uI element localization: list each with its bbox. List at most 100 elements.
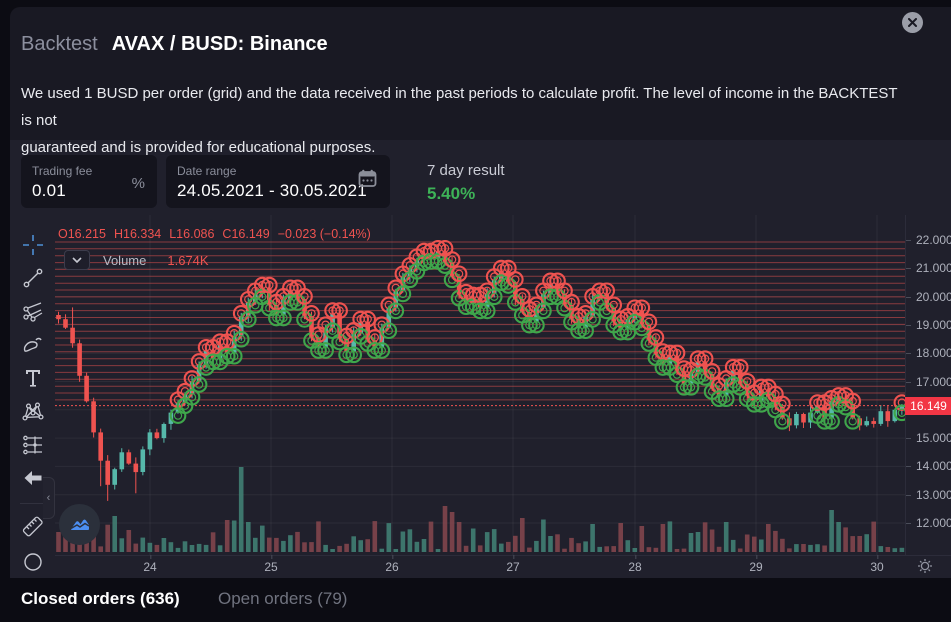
volume-bar (168, 542, 174, 552)
volume-bar (822, 545, 827, 552)
order-marker-ring (731, 358, 749, 376)
order-marker-ring-inner (736, 362, 745, 372)
order-marker-ring (774, 395, 791, 413)
order-marker-ring-inner (363, 314, 372, 324)
date-range-value[interactable]: 24.05.2021 - 30.05.2021 (177, 181, 367, 200)
order-marker-ring-inner (314, 330, 323, 339)
candle-body (91, 401, 96, 433)
volume-bar (534, 540, 539, 552)
order-marker-ring (268, 309, 285, 327)
time-axis[interactable]: 24 25 26 27 28 29 30 (10, 555, 951, 578)
order-marker-ring-inner (623, 327, 633, 337)
trading-fee-unit: % (131, 175, 145, 192)
xabcd-pattern-tool[interactable] (16, 397, 50, 427)
volume-bar (456, 522, 462, 552)
volume-bar (175, 547, 181, 552)
text-tool[interactable] (16, 363, 50, 393)
chart-plot-area[interactable] (55, 215, 905, 555)
volume-bar (224, 520, 230, 552)
order-marker-ring-inner (335, 306, 344, 315)
order-marker-ring (478, 302, 496, 320)
volume-bar (407, 529, 413, 552)
order-marker-ring (338, 346, 355, 364)
price-axis-label: 13.000 (906, 487, 951, 502)
order-marker-ring (275, 309, 292, 327)
volume-bar (597, 546, 602, 552)
order-marker-ring (239, 311, 257, 328)
tab-closed-orders[interactable]: Closed orders (636) (21, 589, 180, 608)
tab-open-orders[interactable]: Open orders (79) (218, 589, 348, 608)
order-marker-ring-inner (827, 417, 836, 426)
order-marker-ring (893, 394, 905, 411)
candle-body (864, 421, 869, 426)
order-marker-ring-inner (511, 275, 520, 284)
order-marker-ring-inner (539, 306, 548, 316)
gann-fib-tools[interactable] (16, 297, 50, 327)
candle-body (281, 299, 286, 315)
volume-bar (358, 540, 363, 552)
chevron-down-icon (72, 257, 82, 263)
order-marker-ring (380, 322, 398, 340)
candle-body (829, 401, 834, 419)
chart-provider-logo[interactable] (59, 504, 100, 545)
candle-body (456, 276, 462, 296)
order-marker-ring (542, 288, 559, 306)
candle-body (196, 364, 202, 382)
order-marker-ring (359, 310, 377, 328)
candle-body (590, 299, 595, 317)
order-marker-ring (310, 342, 327, 359)
volume-bar (653, 547, 659, 552)
date-range-label: Date range (177, 164, 237, 178)
order-marker-ring-inner (672, 348, 682, 358)
close-button[interactable] (902, 12, 923, 33)
order-marker-ring (485, 288, 503, 306)
date-range-field[interactable]: Date range 24.05.2021 - 30.05.2021 (166, 155, 390, 208)
toolbar-collapse-handle[interactable]: ‹ (43, 477, 55, 519)
volume-bar (899, 547, 905, 552)
candle-body (899, 405, 905, 410)
order-marker-ring-inner (194, 380, 204, 389)
chart-settings-gear-icon[interactable] (916, 557, 934, 575)
order-marker-ring (190, 376, 208, 393)
order-marker-ring-inner (222, 337, 232, 346)
volume-bar (365, 539, 370, 552)
volume-bar (737, 548, 743, 552)
volume-value: 1.674K (167, 252, 209, 268)
order-marker-ring (710, 390, 728, 408)
ruler-tool[interactable] (16, 511, 50, 541)
order-marker-ring-inner (602, 286, 611, 296)
trend-line-tool[interactable] (16, 263, 50, 293)
trading-fee-field[interactable]: Trading fee 0.01 % (21, 155, 157, 208)
brush-tool[interactable] (16, 330, 50, 360)
order-marker-ring-inner (454, 269, 464, 279)
volume-bar (260, 525, 265, 552)
candle-body (365, 322, 370, 341)
trading-fee-value[interactable]: 0.01 (32, 181, 66, 200)
order-marker-ring-inner (609, 300, 618, 310)
volume-bar (98, 546, 103, 552)
calendar-icon[interactable] (358, 169, 377, 193)
order-marker-ring-inner (440, 244, 450, 253)
volume-bar (330, 549, 335, 552)
volume-bar (709, 529, 715, 552)
description-line-2: guaranteed and is provided for education… (21, 139, 376, 156)
order-marker-ring-inner (707, 367, 717, 376)
volume-collapse-button[interactable] (64, 250, 90, 270)
volume-bar (309, 542, 314, 552)
order-marker-ring-inner (258, 292, 267, 302)
crosshair-tool[interactable] (16, 230, 50, 260)
order-marker-ring (331, 302, 348, 319)
ohlc-high: H16.334 (113, 227, 162, 241)
price-axis[interactable]: 16.149 22.000 21.000 20.000 19.000 18.000 17.… (905, 215, 951, 555)
forecast-tool[interactable] (16, 430, 50, 460)
volume-bar (815, 544, 820, 552)
modal-title-row: Backtest AVAX / BUSD: Binance (21, 33, 328, 56)
candle-body (386, 307, 392, 328)
volume-bar (780, 538, 785, 552)
arrow-tool[interactable] (16, 463, 50, 493)
volume-bar (316, 521, 321, 552)
order-marker-ring (717, 390, 735, 408)
zoom-tool[interactable] (16, 545, 50, 575)
price-axis-label: 22.000 (906, 233, 951, 247)
volume-bar (794, 544, 799, 552)
